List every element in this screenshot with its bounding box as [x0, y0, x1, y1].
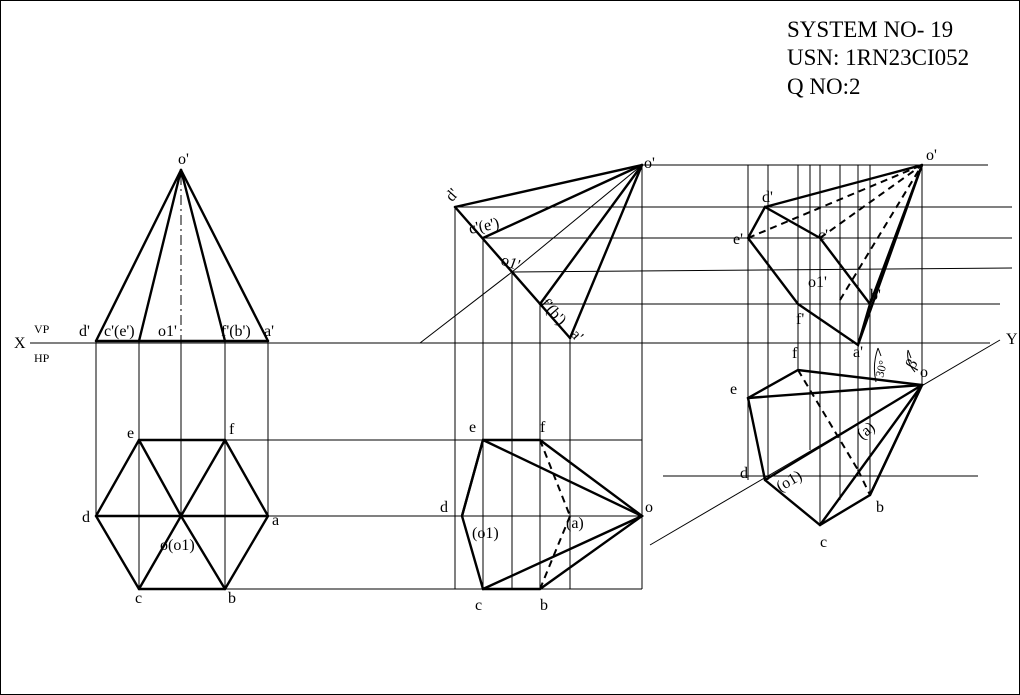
v1-top-a: a	[272, 512, 279, 529]
label-hp: HP	[34, 351, 50, 365]
v3-top-apex: o	[920, 364, 928, 381]
v2-top-b: b	[540, 597, 548, 614]
v3-b-label: b'	[870, 287, 881, 304]
system-number: SYSTEM NO- 19	[787, 17, 953, 42]
label-vp: VP	[34, 322, 50, 336]
v3-o1-label: o1'	[808, 274, 827, 291]
v2-top-o1: (o1)	[472, 525, 499, 542]
v2-top-apex: o	[645, 499, 653, 516]
usn: USN: 1RN23CI052	[787, 45, 969, 70]
v2-top-e: e	[469, 419, 476, 436]
v2-ce-label: c'(e')	[467, 215, 500, 238]
v2-top-f: f	[540, 419, 546, 436]
v3-top-d: d	[740, 465, 748, 482]
v3-c-label: c'	[818, 227, 828, 244]
v3-top-b: b	[876, 499, 884, 516]
v1-top-d: d	[82, 509, 90, 526]
v2-top-d: d	[440, 499, 448, 516]
v1-a-label: a'	[264, 323, 274, 340]
view3-top-view	[649, 339, 1001, 546]
view1-labels: o' d' c'(e') o1' f'(b') a' e f d a o(o1)…	[79, 151, 279, 607]
v3-d-label: d'	[762, 189, 773, 206]
v1-ce-label: c'(e')	[104, 323, 135, 340]
v2-top-c: c	[475, 597, 482, 614]
v1-apex-label: o'	[178, 151, 189, 168]
view1-projectors	[95, 341, 269, 589]
view3-labels: o' d' e' c' o1' b' f' a' 30° β f e o (a)…	[730, 147, 937, 551]
view1-top-view	[94, 438, 270, 591]
label-x: X	[14, 335, 26, 352]
v3-top-c: c	[820, 534, 827, 551]
v1-fb-label: f'(b')	[221, 323, 251, 340]
view3-front-view	[746, 163, 924, 347]
v1-d-label: d'	[79, 323, 90, 340]
v1-top-f: f	[229, 421, 235, 438]
view3-angle-arcs	[873, 347, 916, 383]
v3-f-label: f'	[796, 311, 804, 328]
view2-top-view	[460, 438, 645, 591]
v3-a-label: a'	[853, 344, 863, 361]
v3-top-f: f	[792, 345, 798, 362]
view2-labels: o' d' c'(e') o1' f'(b') a' e f d (o1) (a…	[440, 155, 655, 614]
label-y: Y	[1006, 331, 1018, 348]
v3-angle-30: 30°	[872, 359, 890, 379]
v3-top-e: e	[730, 381, 737, 398]
v3-apex-label: o'	[926, 147, 937, 164]
view2-to-view3-projectors	[455, 164, 1013, 305]
v2-o1-label: o1'	[499, 252, 523, 274]
v1-o1-label: o1'	[158, 323, 177, 340]
v1-top-b: b	[228, 590, 236, 607]
v1-top-e: e	[127, 425, 134, 442]
v1-top-c: c	[135, 590, 142, 607]
view1-front-view	[94, 168, 270, 343]
v2-top-a: (a)	[566, 515, 584, 532]
question-number: Q NO:2	[787, 74, 860, 99]
view2-front-view	[419, 163, 644, 344]
v2-apex-label: o'	[644, 155, 655, 172]
xy-reference-line: X Y VP HP	[14, 322, 1018, 365]
v1-top-center: o(o1)	[160, 537, 195, 554]
v3-e-label: e'	[733, 231, 743, 248]
